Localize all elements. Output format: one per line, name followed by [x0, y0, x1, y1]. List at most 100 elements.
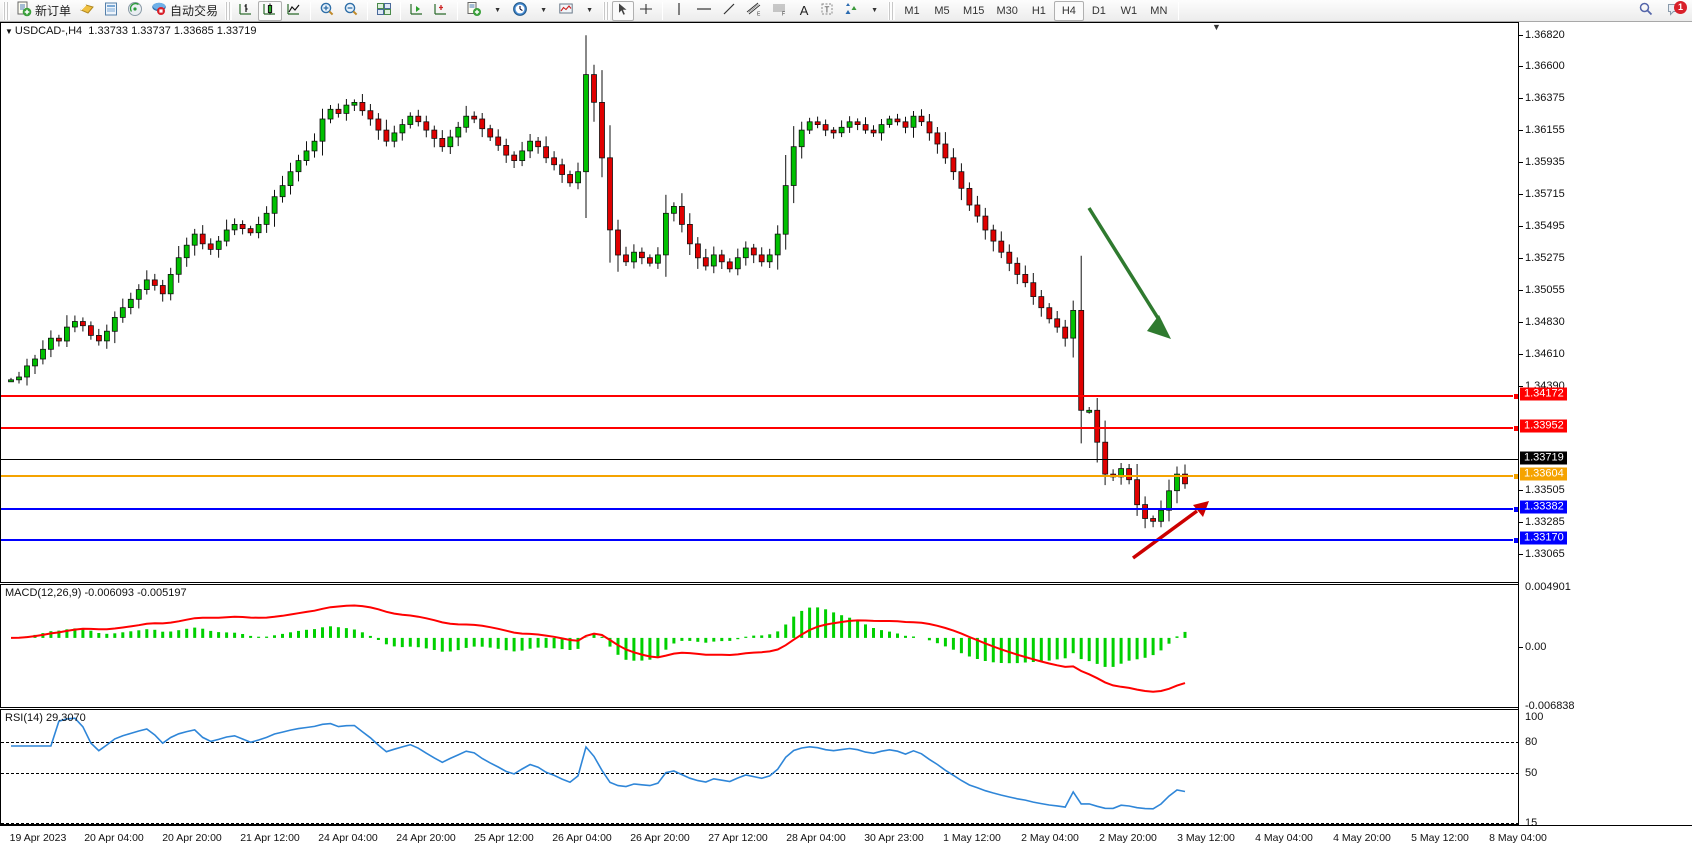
- timeframe-d1[interactable]: D1: [1091, 4, 1106, 17]
- time-label: 26 Apr 04:00: [552, 832, 612, 844]
- candlestick-chart-button[interactable]: [258, 0, 283, 21]
- symbol-text: USDCAD-,H4: [14, 25, 83, 37]
- expert-advisors-button[interactable]: [75, 1, 99, 21]
- svg-text:E: E: [757, 12, 761, 18]
- price-tick: 1.35275: [1525, 252, 1565, 264]
- support-level-1-tag[interactable]: 1.33382: [1520, 500, 1567, 514]
- timeframe-m5[interactable]: M5: [934, 4, 950, 17]
- tickmark: [1519, 647, 1523, 648]
- text-label-icon: T: [819, 1, 835, 20]
- time-label: 8 May 04:00: [1489, 832, 1547, 844]
- data-window-button[interactable]: [99, 1, 123, 21]
- signals-button[interactable]: [123, 1, 147, 21]
- shapes-button[interactable]: [839, 1, 863, 21]
- resistance-line-2[interactable]: [1, 425, 1520, 432]
- periods-dropdown[interactable]: ▼: [532, 1, 554, 21]
- macd-pane[interactable]: MACD(12,26,9) -0.006093 -0.005197: [0, 584, 1518, 708]
- chart-symbol-label[interactable]: ▼ USDCAD-,H4 1.33733 1.33737 1.33685 1.33…: [5, 25, 257, 37]
- templates-button[interactable]: [554, 1, 578, 21]
- shapes-dropdown[interactable]: ▼: [863, 1, 885, 21]
- timeframe-h1[interactable]: H1: [1031, 4, 1046, 17]
- chart-shift-marker[interactable]: ▼: [1212, 22, 1221, 32]
- timeframe-m30[interactable]: M30: [996, 4, 1018, 17]
- tickmark: [1519, 354, 1523, 355]
- resistance-line-1[interactable]: [1, 393, 1520, 400]
- timeframe-h4[interactable]: H4: [1053, 0, 1084, 21]
- timeframe-w1[interactable]: W1: [1120, 4, 1138, 17]
- toolbar-grip-1[interactable]: [3, 1, 10, 20]
- chevron-down-icon: ▼: [494, 7, 501, 14]
- tickmark: [1519, 258, 1523, 259]
- time-label: 2 May 20:00: [1099, 832, 1157, 844]
- toolbar-separator-5: [662, 1, 664, 20]
- rsi-series: [11, 717, 1186, 810]
- horizontal-line-button[interactable]: [691, 1, 717, 21]
- price-pane[interactable]: ▼ USDCAD-,H4 1.33733 1.33737 1.33685 1.33…: [0, 22, 1520, 583]
- fibonacci-button[interactable]: F: [767, 1, 793, 21]
- new-order-button[interactable]: 新订单: [12, 1, 75, 21]
- price-tick: 1.36155: [1525, 124, 1565, 136]
- rsi-pane[interactable]: RSI(14) 29.3070: [0, 709, 1519, 825]
- equidistant-channel-button[interactable]: E: [741, 1, 767, 21]
- zoom-in-button[interactable]: [315, 1, 339, 21]
- time-axis[interactable]: 19 Apr 2023 20 Apr 04:00 20 Apr 20:00 21…: [0, 825, 1692, 851]
- tile-windows-button[interactable]: [372, 1, 396, 21]
- expert-icon: [79, 1, 95, 20]
- main-toolbar: 新订单: [0, 0, 1692, 22]
- macd-label: MACD(12,26,9) -0.006093 -0.005197: [5, 587, 187, 599]
- zoom-out-button[interactable]: [339, 1, 363, 21]
- time-label: 30 Apr 23:00: [864, 832, 924, 844]
- support-level-2-tag[interactable]: 1.33170: [1520, 531, 1567, 545]
- line-chart-icon: [286, 1, 302, 20]
- svg-text:F: F: [782, 12, 785, 18]
- resistance-level-2-tag[interactable]: 1.33952: [1520, 419, 1567, 433]
- toolbar-grip-2[interactable]: [225, 1, 233, 20]
- trendline-button[interactable]: [717, 1, 741, 21]
- text-label-button[interactable]: T: [815, 1, 839, 21]
- chevron-down-icon: ▼: [586, 7, 593, 14]
- vertical-line-button[interactable]: [667, 1, 691, 21]
- chart-area[interactable]: ▼ USDCAD-,H4 1.33733 1.33737 1.33685 1.33…: [0, 22, 1692, 851]
- line-chart-button[interactable]: [282, 1, 306, 21]
- equidistant-channel-icon: E: [745, 1, 763, 20]
- time-label: 20 Apr 04:00: [84, 832, 144, 844]
- current-price-line: [1, 459, 1519, 460]
- text-button[interactable]: A: [793, 1, 815, 21]
- periods-button[interactable]: [508, 1, 532, 21]
- chart-shift-icon: [433, 1, 449, 20]
- support-line-2[interactable]: [1, 537, 1520, 544]
- price-tick: 1.34610: [1525, 348, 1565, 360]
- candlestick-series: [8, 35, 1209, 560]
- crosshair-button[interactable]: [634, 1, 658, 21]
- timeframe-m1[interactable]: M1: [904, 4, 920, 17]
- timeframe-m15[interactable]: M15: [963, 4, 985, 17]
- rsi-label: RSI(14) 29.3070: [5, 712, 86, 724]
- rsi-tick: 100: [1525, 711, 1544, 723]
- support-line-1[interactable]: [1, 506, 1520, 513]
- tickmark: [1519, 194, 1523, 195]
- timeframe-mn[interactable]: MN: [1150, 4, 1168, 17]
- time-label: 24 Apr 20:00: [396, 832, 456, 844]
- indicators-button[interactable]: [462, 1, 486, 21]
- search-button[interactable]: [1634, 1, 1658, 21]
- bar-chart-button[interactable]: [234, 1, 258, 21]
- time-label: 27 Apr 12:00: [708, 832, 768, 844]
- templates-dropdown[interactable]: ▼: [578, 1, 600, 21]
- price-axis[interactable]: 1.36820 1.36600 1.36375 1.36155 1.35935 …: [1518, 22, 1692, 829]
- indicators-dropdown[interactable]: ▼: [486, 1, 508, 21]
- resistance-level-1-tag[interactable]: 1.34172: [1520, 387, 1567, 401]
- notification-button[interactable]: 1: [1662, 0, 1687, 21]
- orange-level-line[interactable]: [1, 473, 1520, 480]
- horizontal-line-icon: [695, 1, 713, 20]
- chevron-down-icon[interactable]: ▼: [5, 27, 13, 36]
- cursor-button[interactable]: [612, 0, 635, 21]
- macd-tick: -0.006838: [1525, 700, 1575, 712]
- toolbar-grip-4[interactable]: [888, 1, 896, 20]
- zoom-in-icon: [319, 1, 335, 20]
- auto-scroll-button[interactable]: [405, 1, 429, 21]
- toolbar-grip-3[interactable]: [603, 1, 611, 20]
- chart-shift-button[interactable]: [429, 1, 453, 21]
- time-label: 24 Apr 04:00: [318, 832, 378, 844]
- autotrading-button[interactable]: 自动交易: [147, 1, 222, 21]
- orange-level-tag[interactable]: 1.33604: [1520, 467, 1567, 481]
